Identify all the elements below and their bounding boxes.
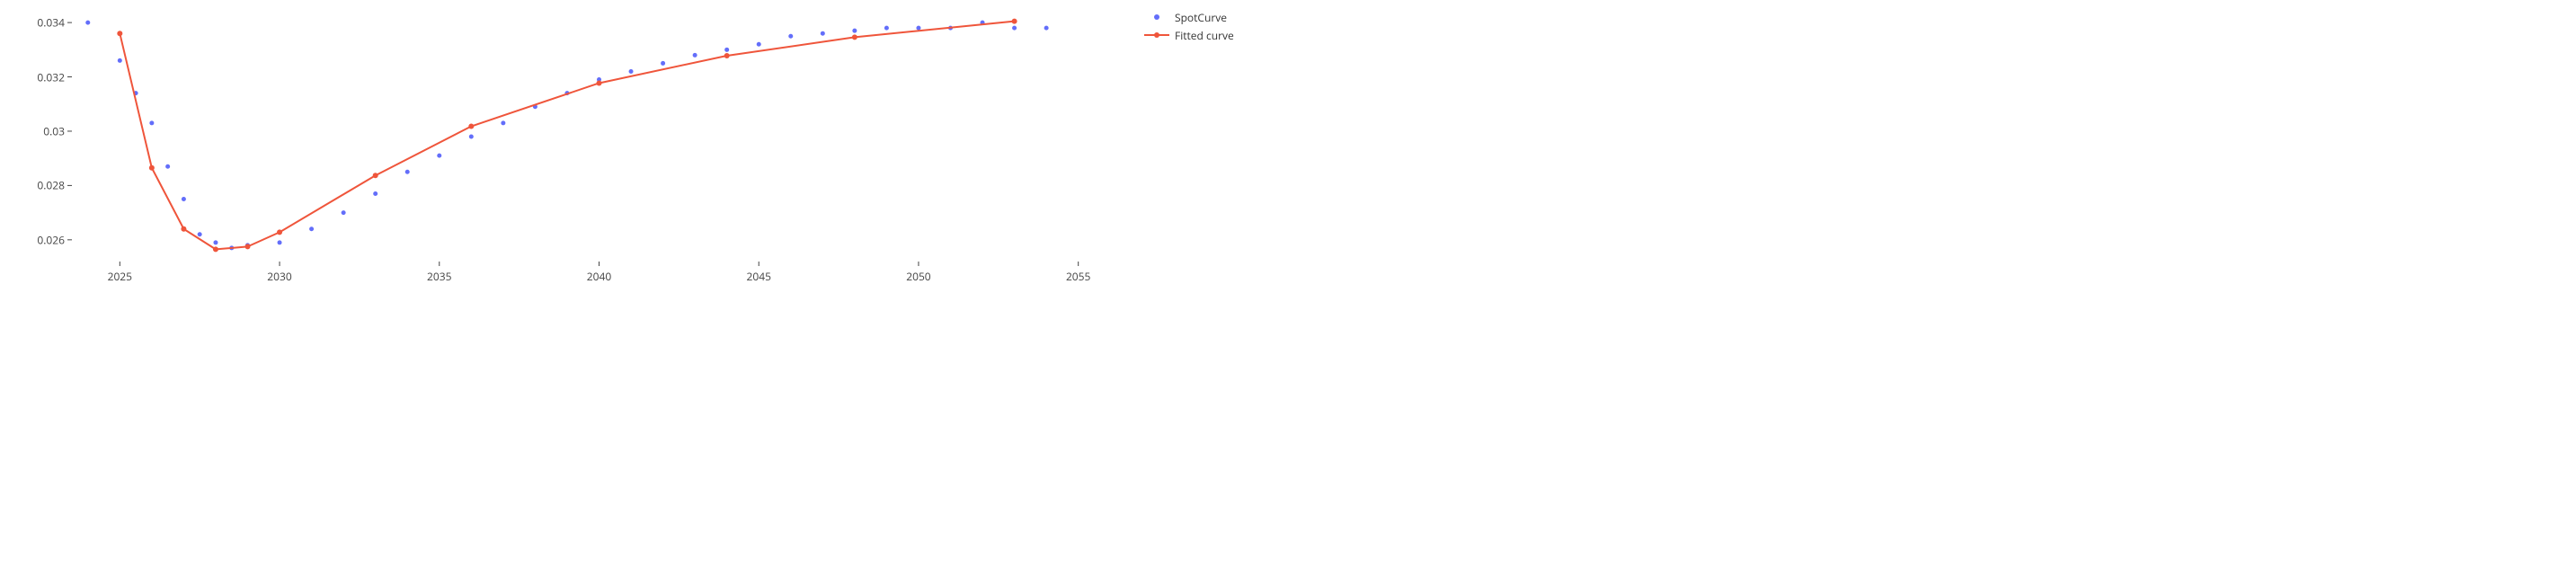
legend-item[interactable]: SpotCurve (1144, 9, 1234, 25)
series-marker-spotcurve (182, 197, 186, 201)
x-tick-label: 2035 (427, 269, 451, 284)
series-marker-spotcurve (437, 154, 441, 158)
series-marker-spotcurve (788, 34, 793, 39)
chart-svg (0, 0, 1288, 288)
series-marker-fitted-curve (213, 246, 218, 252)
series-marker-fitted-curve (277, 229, 282, 235)
series-marker-fitted-curve (468, 124, 474, 129)
series-marker-spotcurve (916, 26, 920, 31)
legend-swatch (1144, 12, 1169, 22)
x-tick-label: 2055 (1066, 269, 1090, 284)
series-marker-fitted-curve (373, 173, 378, 178)
series-marker-fitted-curve (245, 244, 251, 249)
x-tick-label: 2040 (587, 269, 611, 284)
series-marker-spotcurve (501, 120, 505, 125)
y-tick-label: 0.034 (37, 15, 65, 31)
series-marker-spotcurve (661, 61, 665, 66)
legend-label: Fitted curve (1175, 28, 1234, 43)
y-tick-label: 0.03 (43, 123, 65, 138)
series-marker-fitted-curve (149, 165, 155, 171)
x-tick-label: 2025 (108, 269, 132, 284)
chart-container: 0.026 0.028 0.03 0.032 0.034 2025 2030 2035 204… (0, 0, 1288, 288)
series-marker-spotcurve (118, 58, 122, 63)
series-marker-spotcurve (278, 240, 282, 244)
series-marker-fitted-curve (181, 226, 186, 232)
x-tick-label: 2045 (746, 269, 770, 284)
legend-swatch (1144, 30, 1169, 40)
legend-item[interactable]: Fitted curve (1144, 27, 1234, 43)
series-marker-spotcurve (469, 135, 474, 139)
series-marker-spotcurve (757, 42, 761, 47)
series-marker-spotcurve (405, 170, 410, 174)
legend-label: SpotCurve (1175, 10, 1227, 25)
series-marker-fitted-curve (597, 80, 602, 85)
series-marker-spotcurve (693, 53, 697, 58)
series-marker-spotcurve (165, 164, 170, 169)
series-marker-spotcurve (373, 191, 378, 196)
x-tick-label: 2030 (267, 269, 291, 284)
y-tick-label: 0.026 (37, 232, 65, 247)
series-marker-spotcurve (852, 29, 857, 33)
series-marker-spotcurve (309, 226, 314, 231)
y-tick-label: 0.032 (37, 69, 65, 84)
series-marker-spotcurve (342, 210, 346, 215)
series-marker-fitted-curve (852, 34, 857, 40)
x-tick-label: 2050 (906, 269, 930, 284)
series-marker-fitted-curve (117, 31, 122, 36)
legend: SpotCurve Fitted curve (1144, 9, 1234, 45)
series-marker-spotcurve (821, 31, 825, 36)
y-tick-label: 0.028 (37, 178, 65, 193)
series-marker-spotcurve (198, 232, 202, 236)
series-marker-spotcurve (85, 21, 90, 25)
series-marker-spotcurve (884, 26, 889, 31)
series-marker-spotcurve (1044, 26, 1049, 31)
series-marker-spotcurve (213, 240, 218, 244)
series-marker-spotcurve (149, 120, 154, 125)
series-marker-fitted-curve (1012, 19, 1017, 24)
series-marker-spotcurve (724, 48, 729, 52)
series-marker-spotcurve (629, 69, 634, 74)
series-marker-spotcurve (1012, 26, 1017, 31)
series-marker-fitted-curve (724, 53, 730, 58)
